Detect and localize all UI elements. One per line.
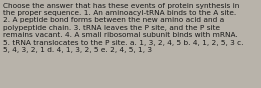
Text: Choose the answer that has these events of protein synthesis in
the proper seque: Choose the answer that has these events … (3, 3, 244, 53)
